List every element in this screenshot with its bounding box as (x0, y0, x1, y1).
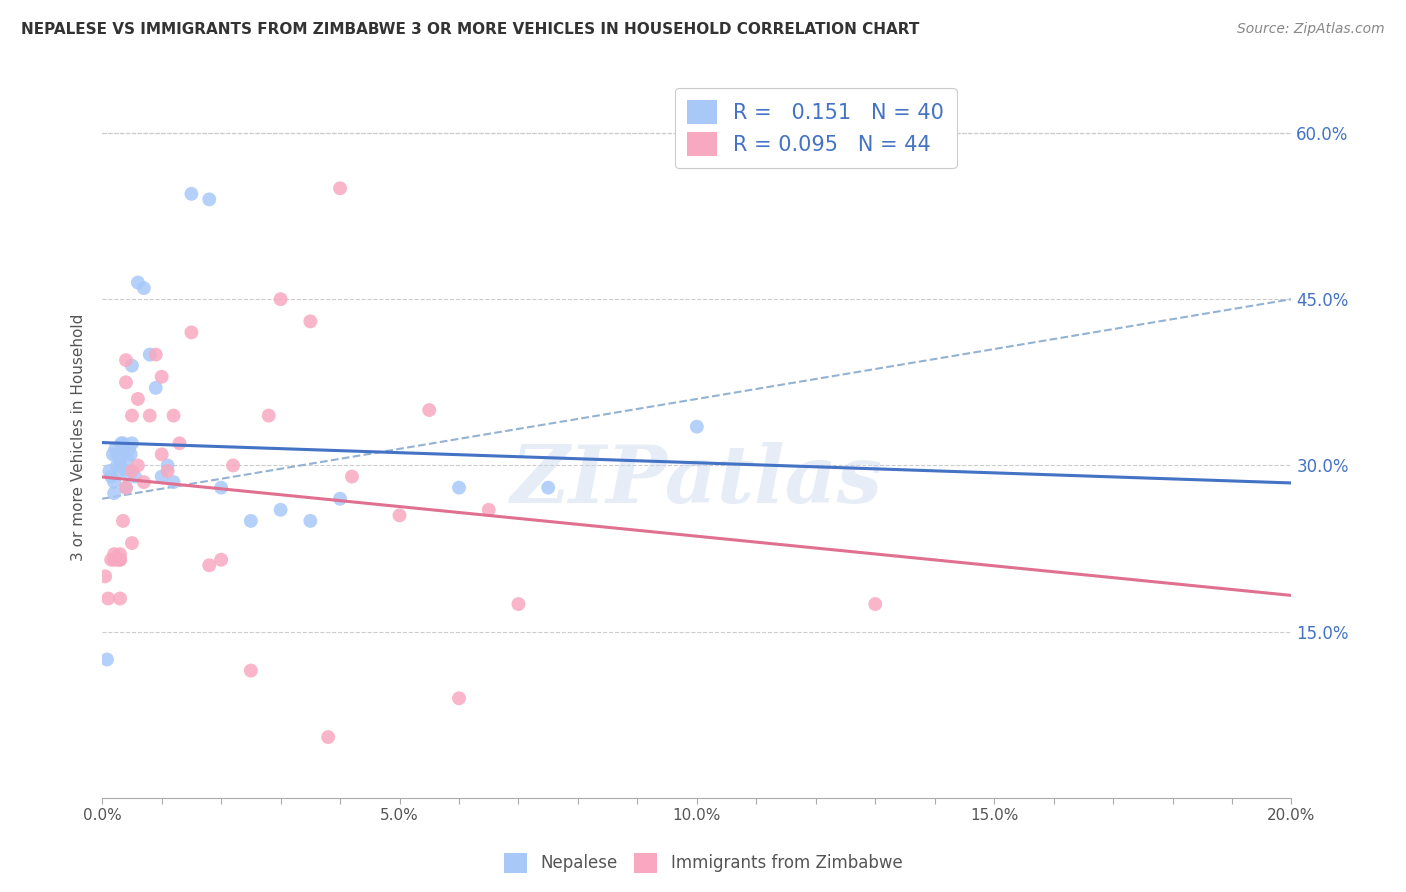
Point (103, 486, 125, 500)
Point (115, 481, 138, 495)
Point (139, 348, 162, 362)
Point (121, 409, 143, 423)
Point (108, 547, 131, 561)
Point (100, 552, 122, 566)
Point (180, 326, 202, 340)
Point (132, 281, 155, 295)
Point (299, 514, 322, 528)
Point (115, 453, 138, 467)
Point (478, 503, 501, 517)
Point (103, 475, 125, 489)
Point (127, 392, 149, 406)
Point (162, 409, 184, 423)
Point (118, 442, 141, 456)
Point (108, 552, 131, 566)
Point (121, 436, 143, 450)
Point (156, 458, 179, 473)
Legend: Nepalese, Immigrants from Zimbabwe: Nepalese, Immigrants from Zimbabwe (496, 847, 910, 880)
Point (169, 436, 191, 450)
Text: NEPALESE VS IMMIGRANTS FROM ZIMBABWE 3 OR MORE VEHICLES IN HOUSEHOLD CORRELATION: NEPALESE VS IMMIGRANTS FROM ZIMBABWE 3 O… (21, 22, 920, 37)
Point (103, 547, 125, 561)
Point (132, 475, 155, 489)
Point (145, 381, 167, 395)
Point (111, 514, 134, 528)
Point (418, 403, 440, 417)
Point (127, 458, 149, 473)
Point (162, 475, 184, 489)
Point (105, 447, 128, 461)
Point (115, 353, 138, 368)
Point (97, 591, 120, 606)
Point (124, 469, 146, 483)
Point (127, 276, 149, 290)
Point (180, 186, 202, 201)
Point (686, 419, 709, 434)
Point (198, 558, 221, 573)
Point (239, 664, 262, 678)
Point (120, 447, 142, 461)
Point (209, 552, 232, 566)
Text: Source: ZipAtlas.com: Source: ZipAtlas.com (1237, 22, 1385, 37)
Point (103, 552, 125, 566)
Point (270, 292, 292, 306)
Point (100, 469, 122, 483)
Point (121, 464, 143, 478)
Point (863, 597, 886, 611)
Point (115, 376, 138, 390)
Y-axis label: 3 or more Vehicles in Household: 3 or more Vehicles in Household (72, 314, 86, 561)
Point (94, 569, 117, 583)
Point (139, 409, 162, 423)
Point (150, 447, 173, 461)
Point (108, 458, 131, 473)
Point (115, 481, 138, 495)
Point (270, 503, 292, 517)
Point (108, 552, 131, 566)
Text: ZIPatlas: ZIPatlas (510, 442, 883, 520)
Point (104, 442, 127, 456)
Point (316, 730, 339, 744)
Point (121, 536, 143, 550)
Point (447, 481, 470, 495)
Point (105, 458, 128, 473)
Point (150, 369, 173, 384)
Point (329, 181, 352, 195)
Point (508, 597, 530, 611)
Point (110, 436, 132, 450)
Point (108, 464, 131, 478)
Point (105, 552, 128, 566)
Point (156, 464, 179, 478)
Legend: R =   0.151   N = 40, R = 0.095   N = 44: R = 0.151 N = 40, R = 0.095 N = 44 (675, 87, 956, 169)
Point (121, 359, 143, 373)
Point (108, 591, 131, 606)
Point (257, 409, 280, 423)
Point (101, 447, 124, 461)
Point (209, 481, 232, 495)
Point (108, 453, 131, 467)
Point (115, 464, 138, 478)
Point (299, 314, 322, 328)
Point (340, 469, 363, 483)
Point (537, 481, 560, 495)
Point (447, 691, 470, 706)
Point (150, 469, 173, 483)
Point (98, 464, 121, 478)
Point (198, 193, 221, 207)
Point (96, 652, 118, 666)
Point (222, 458, 245, 473)
Point (111, 436, 134, 450)
Point (111, 442, 134, 456)
Point (145, 348, 167, 362)
Point (239, 514, 262, 528)
Point (388, 508, 411, 523)
Point (329, 491, 352, 506)
